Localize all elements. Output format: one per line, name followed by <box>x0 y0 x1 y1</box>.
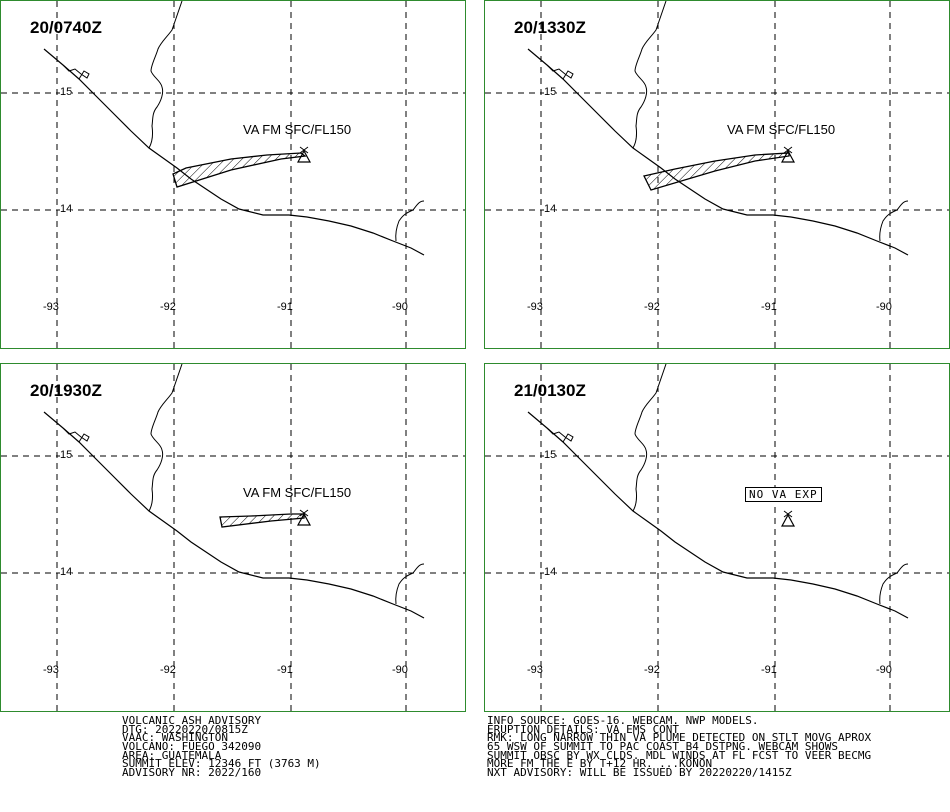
longitude-label: -93 <box>527 664 543 676</box>
coastline <box>527 411 909 619</box>
panel-time-title: 20/1930Z <box>30 381 102 400</box>
country-border <box>148 1 183 149</box>
volcano-triangle-icon <box>296 146 312 163</box>
country-border <box>148 364 183 512</box>
map-panel-2: 20/1330Z 15 14 -93 -92 -91 -90 VA FM SFC/FL150 <box>484 0 950 349</box>
country-border <box>632 1 667 149</box>
latitude-label: 14 <box>60 566 73 578</box>
advisory-line: VOLCANO: FUEGO 342090 <box>122 740 262 754</box>
advisory-line: SUMMIT OBSC BY WX CLDS. MDL WINDS AT FL … <box>487 748 872 762</box>
longitude-label: -92 <box>644 664 660 676</box>
advisory-header-right: INFO SOURCE: GOES-16. WEBCAM. NWP MODELS… <box>487 714 872 780</box>
ash-plume-polygon <box>643 152 790 191</box>
longitude-label: -93 <box>43 664 59 676</box>
coast-detail <box>546 427 574 443</box>
volcano-triangle-icon <box>780 510 796 527</box>
country-border-east <box>879 563 909 605</box>
advisory-line: VAAC: WASHINGTON <box>122 731 228 745</box>
longitude-label: -92 <box>160 301 176 313</box>
advisory-line: SUMMIT ELEV: 12346 FT (3763 M) <box>122 757 321 771</box>
latitude-label: 14 <box>544 566 557 578</box>
map-panel-1: 20/0740Z 15 14 -93 -92 -91 -90 VA FM SFC/FL150 <box>0 0 466 349</box>
va-level-label: VA FM SFC/FL150 <box>243 485 352 500</box>
coastline <box>43 411 425 619</box>
volcano-triangle-icon <box>780 146 796 163</box>
no-va-expected-label: NO VA EXP <box>745 487 822 502</box>
advisory-header-left: VOLCANIC ASH ADVISORY DTG: 20220220/0815Z… <box>122 714 321 780</box>
latitude-label: 14 <box>60 203 73 215</box>
map-canvas <box>1 1 465 348</box>
panel-time-title: 20/0740Z <box>30 18 102 37</box>
country-border-east <box>879 200 909 242</box>
longitude-label: -91 <box>761 664 777 676</box>
advisory-line: INFO SOURCE: GOES-16. WEBCAM. NWP MODELS… <box>487 714 759 727</box>
latitude-label: 15 <box>60 86 73 98</box>
va-level-label: VA FM SFC/FL150 <box>243 122 352 137</box>
advisory-line: VOLCANIC ASH ADVISORY <box>122 714 262 727</box>
latitude-label: 14 <box>544 203 557 215</box>
longitude-label: -90 <box>876 664 892 676</box>
latitude-label: 15 <box>60 449 73 461</box>
advisory-line: NXT ADVISORY: WILL BE ISSUED BY 20220220… <box>487 766 792 780</box>
advisory-line: ERUPTION DETAILS: VA EMS CONT <box>487 722 680 736</box>
country-border <box>632 364 667 512</box>
latitude-label: 15 <box>544 449 557 461</box>
map-panel-4: 21/0130Z 15 14 -93 -92 -91 -90 NO VA EXP <box>484 363 950 712</box>
panel-time-title: 21/0130Z <box>514 381 586 400</box>
longitude-label: -92 <box>644 301 660 313</box>
ash-plume-polygon <box>219 513 305 528</box>
longitude-label: -90 <box>392 664 408 676</box>
latitude-label: 15 <box>544 86 557 98</box>
longitude-label: -91 <box>277 664 293 676</box>
map-canvas <box>485 364 949 711</box>
advisory-line: DTG: 20220220/0815Z <box>122 722 248 736</box>
coastline <box>43 48 425 256</box>
longitude-label: -90 <box>876 301 892 313</box>
longitude-label: -93 <box>527 301 543 313</box>
longitude-label: -91 <box>761 301 777 313</box>
map-canvas <box>485 1 949 348</box>
advisory-line: 65 WSW OF SUMMIT TO PAC COAST B4 DSTPNG.… <box>487 740 838 754</box>
longitude-label: -92 <box>160 664 176 676</box>
coastline <box>527 48 909 256</box>
advisory-line: AREA: GUATEMALA <box>122 748 222 762</box>
volcano-triangle-icon <box>296 509 312 526</box>
coast-detail <box>62 64 90 80</box>
country-border-east <box>395 563 425 605</box>
map-canvas <box>1 364 465 711</box>
advisory-line: MORE FM THE E BY T+12 HR. ...KONON <box>487 757 713 771</box>
va-level-label: VA FM SFC/FL150 <box>727 122 836 137</box>
panel-time-title: 20/1330Z <box>514 18 586 37</box>
longitude-label: -93 <box>43 301 59 313</box>
longitude-label: -91 <box>277 301 293 313</box>
country-border-east <box>395 200 425 242</box>
ash-plume-polygon <box>172 152 307 188</box>
map-panel-3: 20/1930Z 15 14 -93 -92 -91 -90 VA FM SFC/FL150 <box>0 363 466 712</box>
longitude-label: -90 <box>392 301 408 313</box>
coast-detail <box>62 427 90 443</box>
advisory-line: RMK: LONG NARROW THIN VA PLUME DETECTED … <box>487 731 872 745</box>
coast-detail <box>546 64 574 80</box>
advisory-line: ADVISORY NR: 2022/160 <box>122 766 262 780</box>
